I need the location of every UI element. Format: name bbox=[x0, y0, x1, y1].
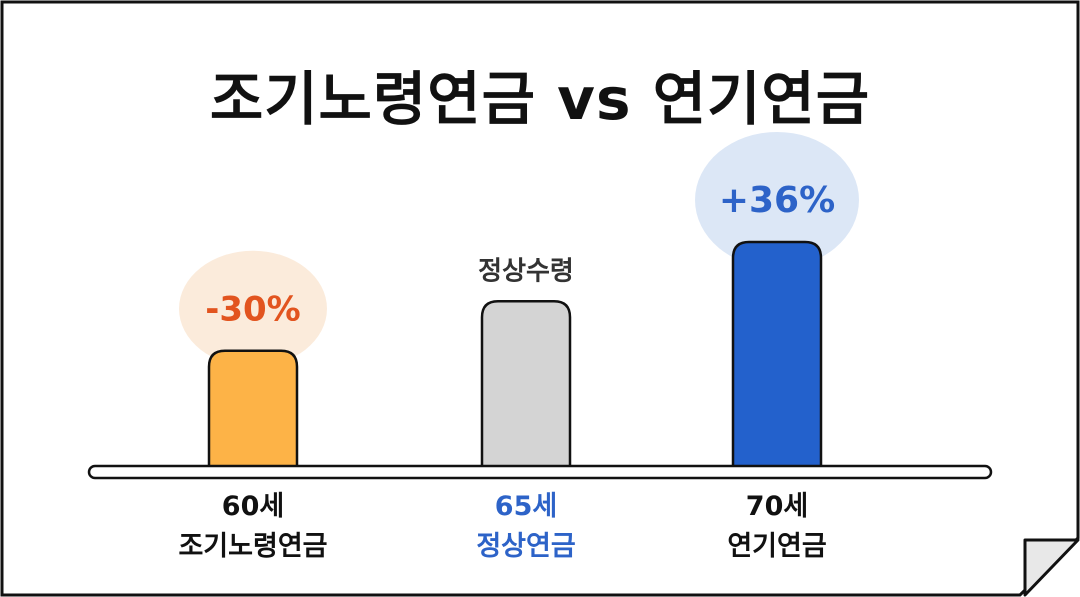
bar-early bbox=[207, 349, 299, 470]
bar-highlight-bubble-early bbox=[179, 250, 327, 367]
bar-label-normal: 정상수령 bbox=[478, 256, 574, 286]
category-name-early: 조기노령연금 bbox=[178, 531, 328, 562]
category-name-normal: 정상연금 bbox=[476, 531, 576, 562]
bar-label-early: -30% bbox=[205, 290, 301, 330]
category-label-normal: 65세 정상연금 bbox=[396, 487, 656, 567]
category-label-early: 60세 조기노령연금 bbox=[123, 487, 383, 567]
bar-normal bbox=[480, 300, 572, 470]
bar-label-delayed: +36% bbox=[719, 180, 835, 221]
category-age-early: 60세 bbox=[221, 491, 285, 522]
folded-corner-icon bbox=[1023, 538, 1080, 597]
category-label-delayed: 70세 연기연금 bbox=[647, 487, 907, 567]
chart-title: 조기노령연금 vs 연기연금 bbox=[209, 65, 871, 133]
x-axis-baseline bbox=[87, 464, 993, 480]
category-age-delayed: 70세 bbox=[745, 491, 809, 522]
bar-delayed bbox=[731, 240, 823, 470]
category-name-delayed: 연기연금 bbox=[727, 531, 827, 562]
bar-highlight-bubble-delayed bbox=[695, 132, 859, 268]
category-age-normal: 65세 bbox=[494, 491, 558, 522]
